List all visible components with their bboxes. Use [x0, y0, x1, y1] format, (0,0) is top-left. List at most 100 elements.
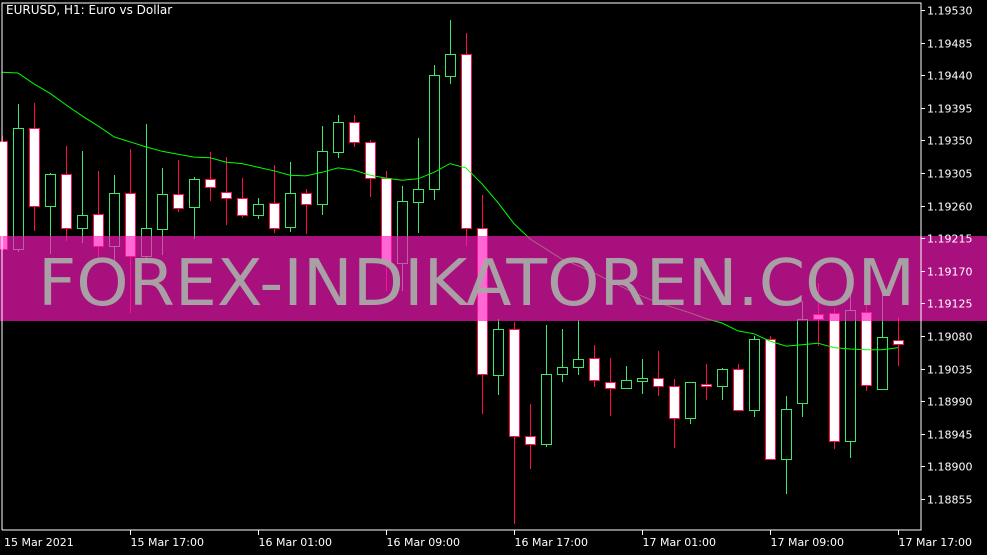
- candle-body: [0, 141, 8, 250]
- candle-body: [237, 198, 248, 216]
- time-tick-label: 17 Mar 09:00: [771, 536, 844, 549]
- price-tick-label: 1.19260: [927, 201, 973, 214]
- price-tick-label: 1.19440: [927, 70, 973, 83]
- candle-body: [173, 194, 184, 209]
- candle-body: [333, 122, 344, 153]
- time-axis[interactable]: 15 Mar 2021 15 Mar 17:00 16 Mar 01:00 16 Ma…: [4, 530, 972, 549]
- candle-body: [557, 367, 568, 375]
- candle: [317, 126, 328, 215]
- candle-body: [29, 128, 40, 207]
- candle-body: [189, 179, 200, 208]
- candle: [253, 198, 264, 219]
- candle: [269, 165, 280, 233]
- candle: [621, 366, 632, 389]
- candle-body: [253, 204, 264, 216]
- time-tick-label: 16 Mar 01:00: [259, 536, 332, 549]
- candle: [685, 382, 696, 424]
- plot-frame: [1, 2, 922, 531]
- time-tick-label: 16 Mar 09:00: [387, 536, 460, 549]
- price-tick-label: 1.19080: [927, 331, 973, 344]
- candle-body: [493, 329, 504, 376]
- candle: [413, 138, 424, 233]
- candle: [733, 364, 744, 411]
- price-tick-label: 1.19215: [927, 233, 973, 246]
- candle-body: [429, 75, 440, 190]
- candle-body: [749, 339, 760, 411]
- time-tick-label: 17 Mar 17:00: [899, 536, 972, 549]
- candle-body: [861, 312, 872, 386]
- candle: [509, 322, 520, 524]
- candle: [637, 359, 648, 394]
- price-tick-label: 1.19350: [927, 135, 973, 148]
- candle-body: [77, 215, 88, 229]
- candle-body: [829, 313, 840, 442]
- candle: [13, 104, 24, 252]
- candle-body: [45, 174, 56, 207]
- candle: [701, 364, 712, 400]
- price-tick-label: 1.19395: [927, 103, 973, 116]
- candle: [525, 404, 536, 469]
- price-tick-label: 1.19035: [927, 364, 973, 377]
- candle-body: [589, 358, 600, 381]
- price-tick-label: 1.19125: [927, 298, 973, 311]
- candle: [205, 152, 216, 201]
- candle-body: [701, 384, 712, 387]
- price-axis[interactable]: 1.19530 1.19485 1.19440 1.19395 1.19350 1.193…: [921, 5, 973, 507]
- candle-body: [765, 339, 776, 460]
- candle: [589, 345, 600, 387]
- candle-body: [845, 310, 856, 442]
- time-tick-label: 15 Mar 2021: [4, 536, 74, 549]
- plot-border: [1, 2, 922, 531]
- candle-body: [349, 122, 360, 143]
- candle-body: [717, 369, 728, 387]
- candle: [765, 336, 776, 460]
- candle-body: [605, 382, 616, 389]
- candle: [77, 151, 88, 243]
- candle: [221, 157, 232, 225]
- candle: [189, 177, 200, 239]
- watermark-band: [0, 236, 987, 321]
- candle: [749, 336, 760, 417]
- candle: [605, 358, 616, 416]
- candle-body: [733, 369, 744, 411]
- candle-body: [797, 319, 808, 404]
- candle-body: [461, 54, 472, 229]
- candle: [829, 308, 840, 449]
- candle-body: [301, 193, 312, 205]
- candle-body: [205, 179, 216, 188]
- candle-body: [285, 193, 296, 228]
- candle: [541, 325, 552, 447]
- candle-body: [541, 374, 552, 445]
- watermark: FOREX-INDIKATOREN.COM: [0, 236, 987, 321]
- candle: [173, 160, 184, 212]
- candle-body: [653, 378, 664, 387]
- candle: [61, 146, 72, 241]
- candle: [365, 140, 376, 197]
- candle-body: [621, 380, 632, 389]
- candle: [717, 368, 728, 400]
- chart-title: EURUSD, H1: Euro vs Dollar: [6, 3, 173, 17]
- candle: [781, 396, 792, 494]
- candle-body: [13, 128, 24, 250]
- candle-body: [157, 194, 168, 230]
- candle-body: [221, 192, 232, 199]
- candle-body: [365, 142, 376, 179]
- time-tick-label: 16 Mar 17:00: [515, 536, 588, 549]
- candle-body: [781, 409, 792, 460]
- price-tick-label: 1.18990: [927, 396, 973, 409]
- candle: [301, 189, 312, 234]
- candle-body: [61, 174, 72, 229]
- candle-body: [893, 340, 904, 345]
- time-tick-label: 15 Mar 17:00: [131, 536, 204, 549]
- candle: [333, 115, 344, 158]
- price-tick-label: 1.19170: [927, 266, 973, 279]
- candle: [557, 329, 568, 382]
- candle: [429, 65, 440, 200]
- candle: [669, 379, 680, 448]
- candle-body: [445, 54, 456, 77]
- price-tick-label: 1.19485: [927, 38, 973, 51]
- moving-average-line: [1, 71, 899, 351]
- price-tick-label: 1.19305: [927, 168, 973, 181]
- candle-body: [269, 203, 280, 229]
- watermark-text: FOREX-INDIKATOREN.COM: [38, 247, 915, 321]
